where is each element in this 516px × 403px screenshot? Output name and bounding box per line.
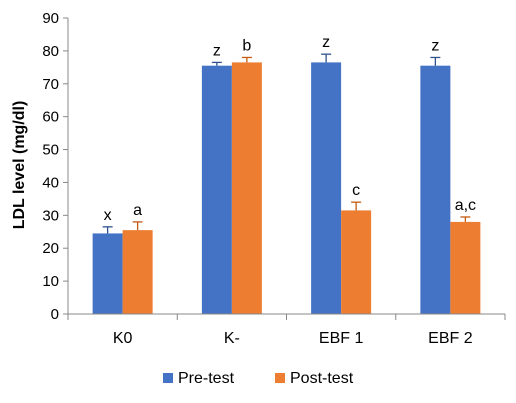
y-tick-label: 70 xyxy=(42,76,59,93)
bar-post-test-1 xyxy=(231,62,262,315)
x-axis: K0 K- EBF 1 EBF 2 xyxy=(67,313,506,347)
bar-pre-test-2 xyxy=(311,62,342,315)
significance-label: a xyxy=(133,202,142,219)
legend-swatch xyxy=(275,373,285,383)
bar-post-test-2 xyxy=(341,210,372,314)
y-axis: 0 10 20 30 40 50 60 70 80 90 xyxy=(42,10,69,323)
x-category-label: K- xyxy=(224,330,240,347)
significance-label: x xyxy=(104,207,112,224)
significance-label: a,c xyxy=(455,197,476,214)
y-tick-label: 40 xyxy=(42,174,59,191)
x-category-label: K0 xyxy=(113,330,133,347)
legend-swatch xyxy=(163,373,173,383)
y-tick-label: 80 xyxy=(42,43,59,60)
bar-pre-test-1 xyxy=(201,65,232,314)
x-category-label: EBF 2 xyxy=(428,330,473,347)
significance-label: z xyxy=(322,34,330,51)
y-axis-title: LDL level (mg/dl) xyxy=(11,101,28,230)
y-tick-label: 90 xyxy=(42,10,59,27)
significance-label: z xyxy=(431,37,439,54)
x-category-label: EBF 1 xyxy=(319,330,364,347)
y-tick-label: 60 xyxy=(42,109,59,126)
y-tick-label: 30 xyxy=(42,207,59,224)
bars: x a z b z c z a,c xyxy=(92,34,481,315)
y-tick-label: 0 xyxy=(51,306,59,323)
significance-label: b xyxy=(242,37,251,54)
y-tick-label: 10 xyxy=(42,273,59,290)
y-tick-label: 20 xyxy=(42,240,59,257)
legend: Pre-test Post-test xyxy=(163,370,354,387)
significance-label: c xyxy=(352,182,360,199)
significance-label: z xyxy=(213,42,221,59)
legend-label: Pre-test xyxy=(178,370,235,387)
bar-pre-test-3 xyxy=(420,65,451,314)
bar-pre-test-0 xyxy=(92,233,123,314)
y-tick-label: 50 xyxy=(42,142,59,159)
legend-label: Post-test xyxy=(290,370,354,387)
bar-post-test-0 xyxy=(122,230,153,314)
bar-post-test-3 xyxy=(450,221,481,314)
